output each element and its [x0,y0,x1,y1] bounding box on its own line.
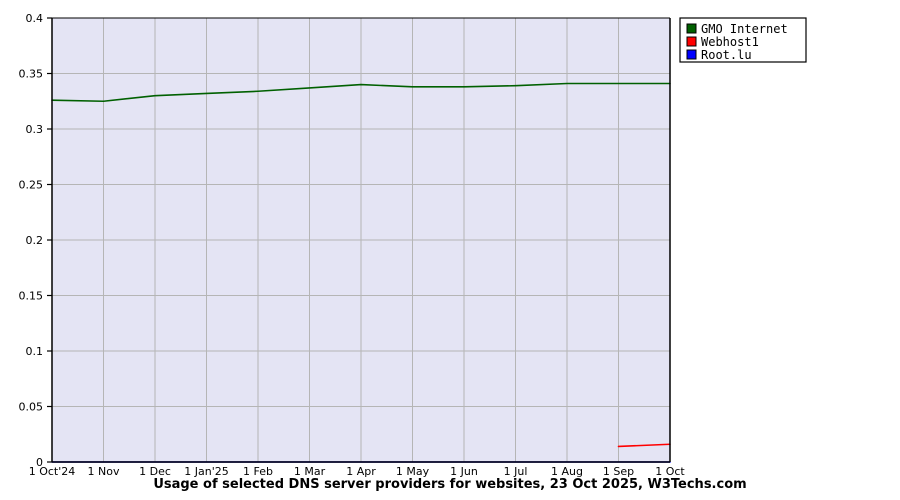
x-gridlines [103,18,671,462]
x-tick-label: 1 Oct [655,465,685,478]
x-tick-label: 1 Sep [603,465,634,478]
x-tick-label: 1 Aug [551,465,583,478]
series-line-webhost1 [617,443,671,448]
y-tick-label: 0.2 [26,234,44,247]
x-tick-label: 1 Feb [243,465,273,478]
y-axis-ticks: 0 0.05 0.1 0.15 0.2 0.25 0.3 0.35 0.4 [19,12,52,469]
x-tick-label: 1 Mar [294,465,326,478]
x-tick-label: 1 Jun [450,465,478,478]
legend-label: GMO Internet [701,22,788,36]
y-tick-label: 0.1 [26,345,44,358]
y-tick-label: 0.4 [26,12,44,25]
y-tick-label: 0.15 [19,290,44,303]
legend-label: Webhost1 [701,35,759,49]
legend-swatch [686,36,697,47]
legend-label: Root.lu [701,48,752,62]
chart-caption: Usage of selected DNS server providers f… [153,477,746,492]
y-tick-label: 0.05 [19,401,44,414]
x-tick-label: 1 Jul [504,465,528,478]
y-tick-label: 0.25 [19,179,44,192]
y-tick-label: 0.3 [26,123,44,136]
x-tick-label: 1 Apr [346,465,376,478]
x-axis-ticks: 1 Oct'24 1 Nov 1 Dec 1 Jan'25 1 Feb 1 Mar 1 Ap… [29,465,686,478]
x-tick-label: 1 Jan'25 [184,465,228,478]
x-tick-label: 1 Oct'24 [29,465,76,478]
y-tick-label: 0.35 [19,68,44,81]
legend-box [679,17,807,63]
legend-swatch [686,49,697,60]
x-tick-label: 1 Dec [139,465,171,478]
series-line-gmo-internet [51,82,671,103]
y-tick-label: 0 [36,456,43,469]
legend-swatch [686,23,697,34]
x-tick-label: 1 May [396,465,430,478]
x-tick-label: 1 Nov [88,465,120,478]
